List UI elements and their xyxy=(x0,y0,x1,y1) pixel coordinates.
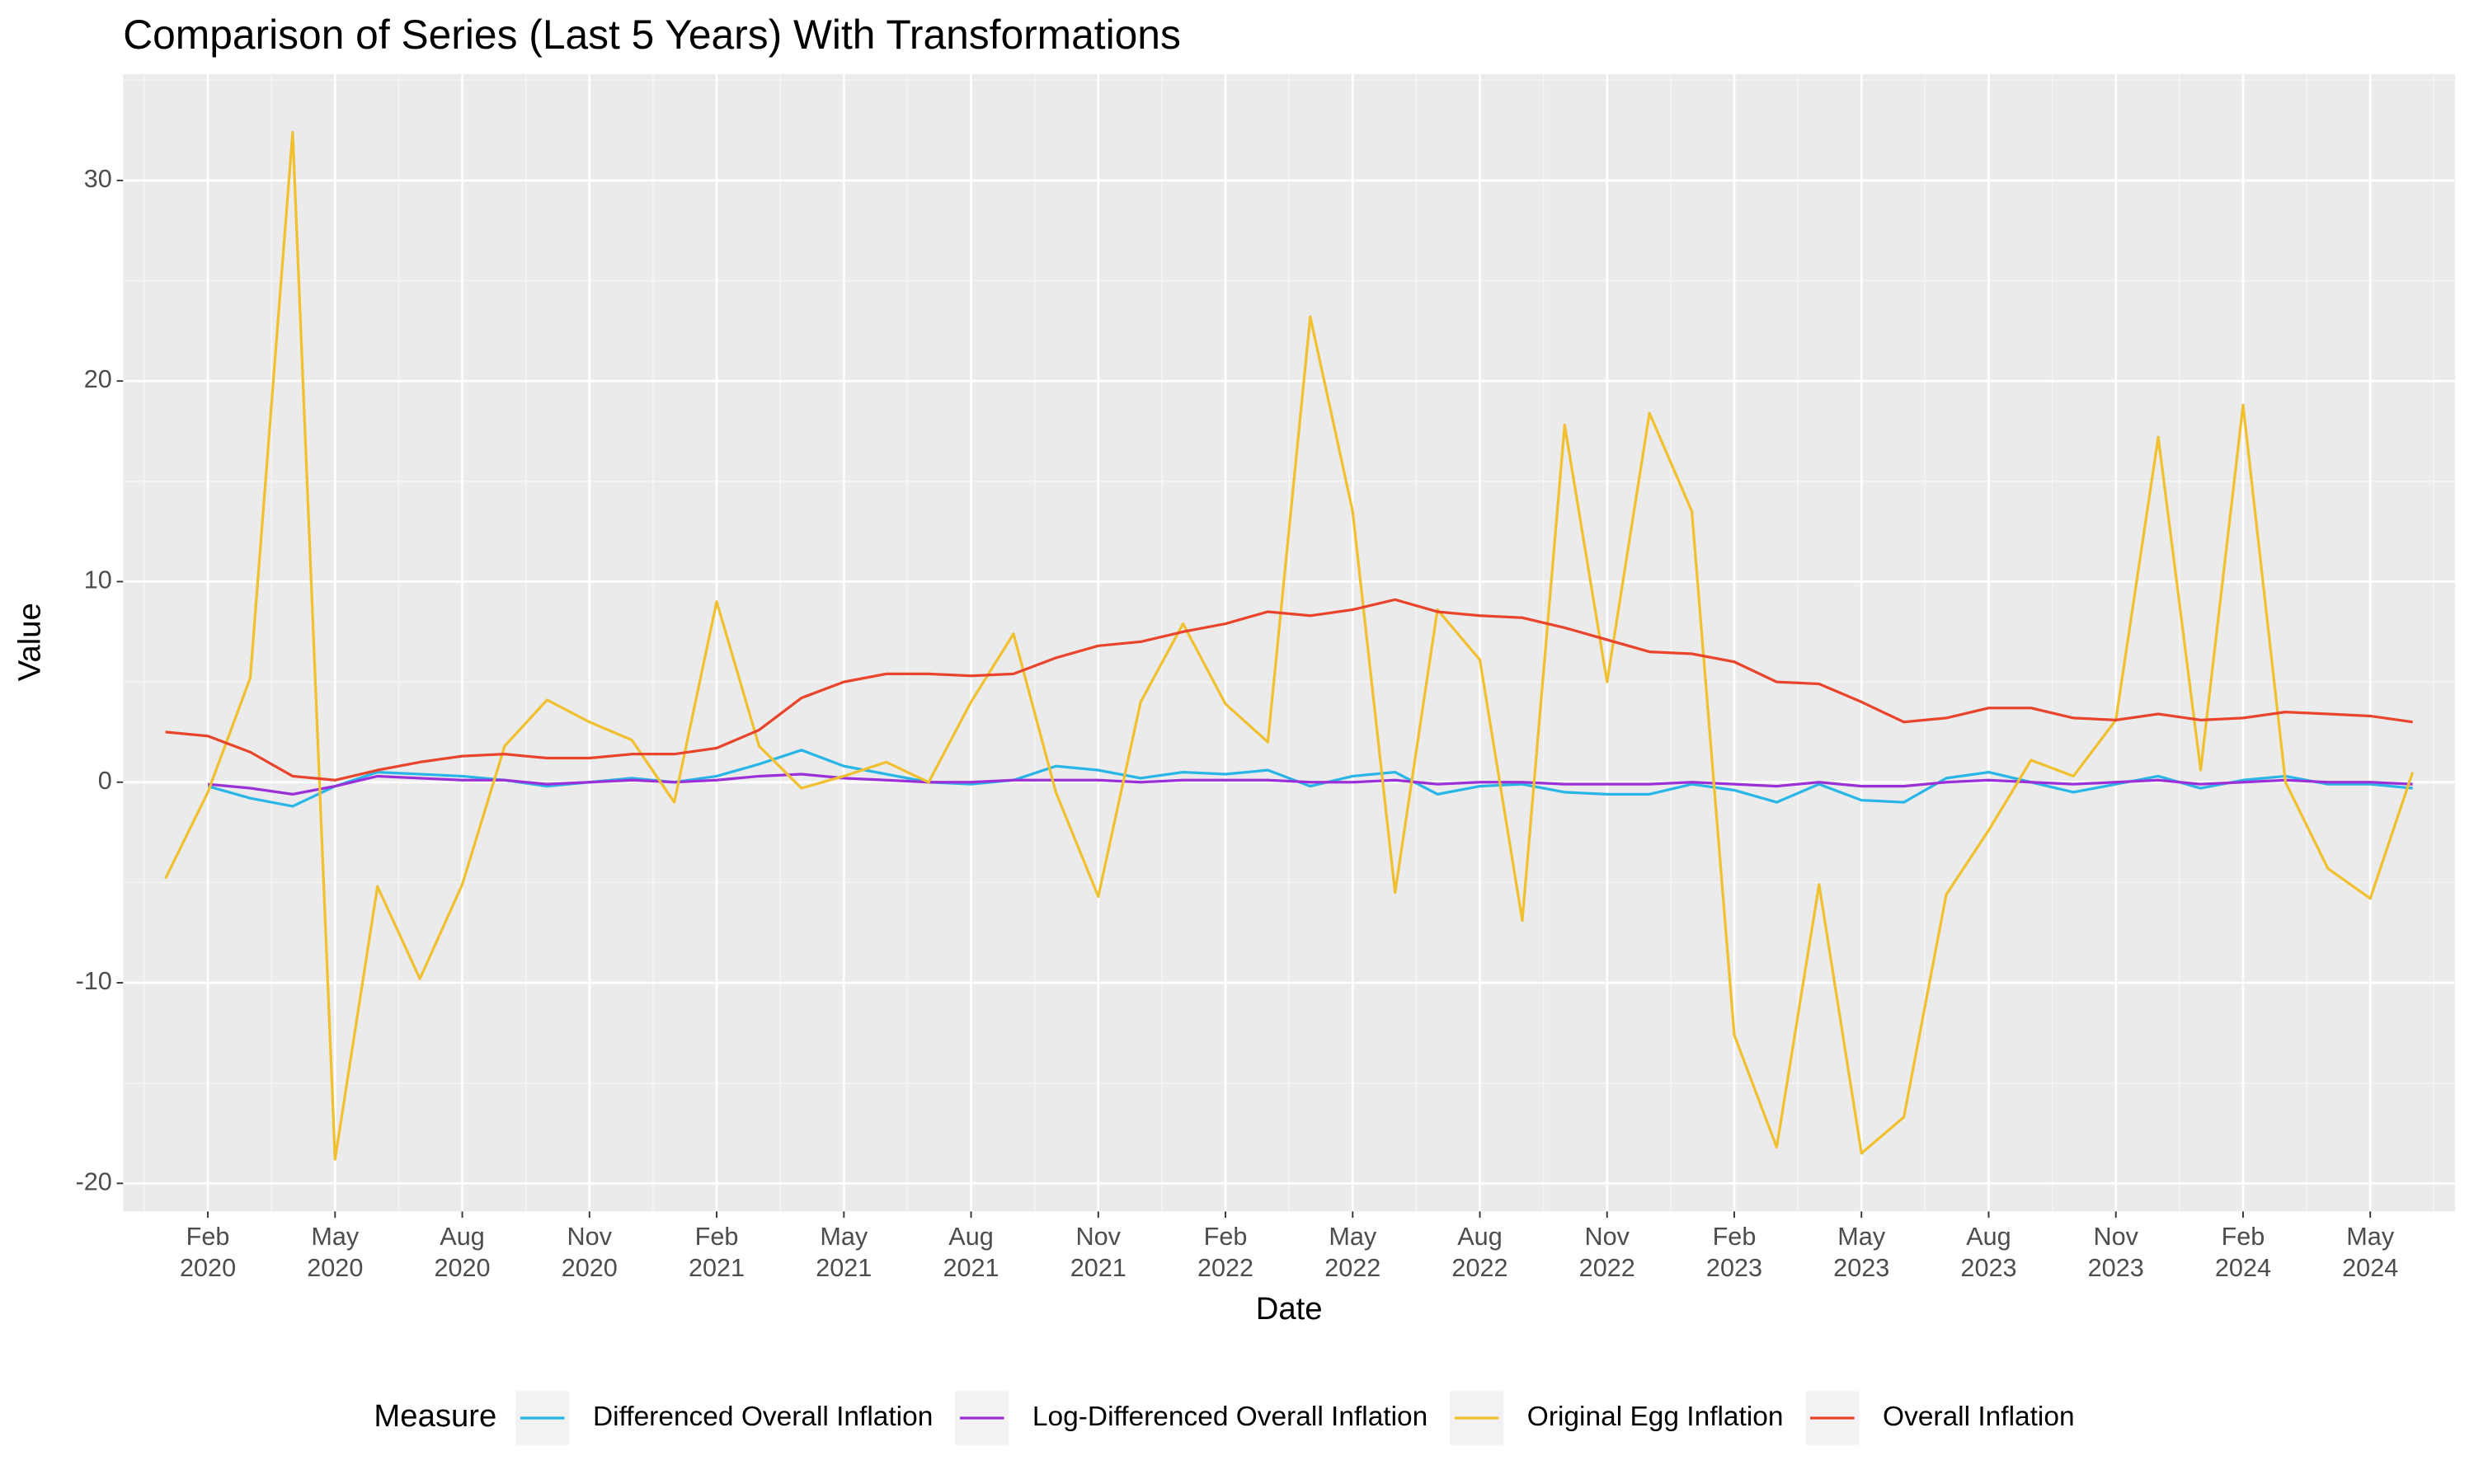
y-tick-label: 20 xyxy=(84,365,112,393)
legend-label: Overall Inflation xyxy=(1883,1402,2075,1432)
y-axis-title: Value xyxy=(12,603,47,681)
y-tick-label: -20 xyxy=(76,1167,112,1195)
y-tick-label: 10 xyxy=(84,566,112,594)
legend-label: Log-Differenced Overall Inflation xyxy=(1032,1402,1427,1432)
x-tick-label: Feb 2022 xyxy=(1197,1223,1253,1282)
x-tick-label: May 2020 xyxy=(307,1223,363,1282)
x-tick-label: Feb 2021 xyxy=(689,1223,745,1282)
legend-title: Measure xyxy=(374,1398,496,1434)
y-tick-label: 30 xyxy=(84,165,112,193)
x-tick-label: Nov 2023 xyxy=(2088,1223,2144,1282)
legend-label: Differenced Overall Inflation xyxy=(593,1402,933,1432)
legend-label: Original Egg Inflation xyxy=(1527,1402,1784,1432)
x-axis-title: Date xyxy=(1256,1291,1323,1327)
legend-item: Overall Inflation xyxy=(1805,1391,2075,1445)
x-tick-label: Aug 2020 xyxy=(434,1223,490,1282)
x-tick-label: Feb 2023 xyxy=(1706,1223,1762,1282)
x-tick-label: Feb 2024 xyxy=(2215,1223,2271,1282)
series-line xyxy=(207,773,2413,796)
series-line xyxy=(165,598,2413,782)
y-tick-label: -10 xyxy=(76,967,112,995)
x-tick-label: May 2023 xyxy=(1833,1223,1889,1282)
x-tick-label: May 2022 xyxy=(1324,1223,1380,1282)
x-tick-label: Nov 2020 xyxy=(562,1223,618,1282)
x-tick-label: Nov 2021 xyxy=(1070,1223,1126,1282)
legend-item: Original Egg Inflation xyxy=(1450,1391,1784,1445)
x-tick-label: May 2024 xyxy=(2342,1223,2398,1282)
y-tick-label: 0 xyxy=(98,767,112,795)
legend-item: Differenced Overall Inflation xyxy=(515,1391,933,1445)
x-tick-label: May 2021 xyxy=(816,1223,872,1282)
series-line xyxy=(164,130,2415,1161)
legend-item: Log-Differenced Overall Inflation xyxy=(955,1391,1427,1445)
x-tick-label: Feb 2020 xyxy=(180,1223,236,1282)
chart-title: Comparison of Series (Last 5 Years) With… xyxy=(123,12,1181,58)
x-tick-label: Aug 2022 xyxy=(1451,1223,1507,1282)
x-tick-label: Nov 2022 xyxy=(1579,1223,1635,1282)
x-tick-label: Aug 2023 xyxy=(1960,1223,2016,1282)
x-tick-label: Aug 2021 xyxy=(943,1223,999,1282)
